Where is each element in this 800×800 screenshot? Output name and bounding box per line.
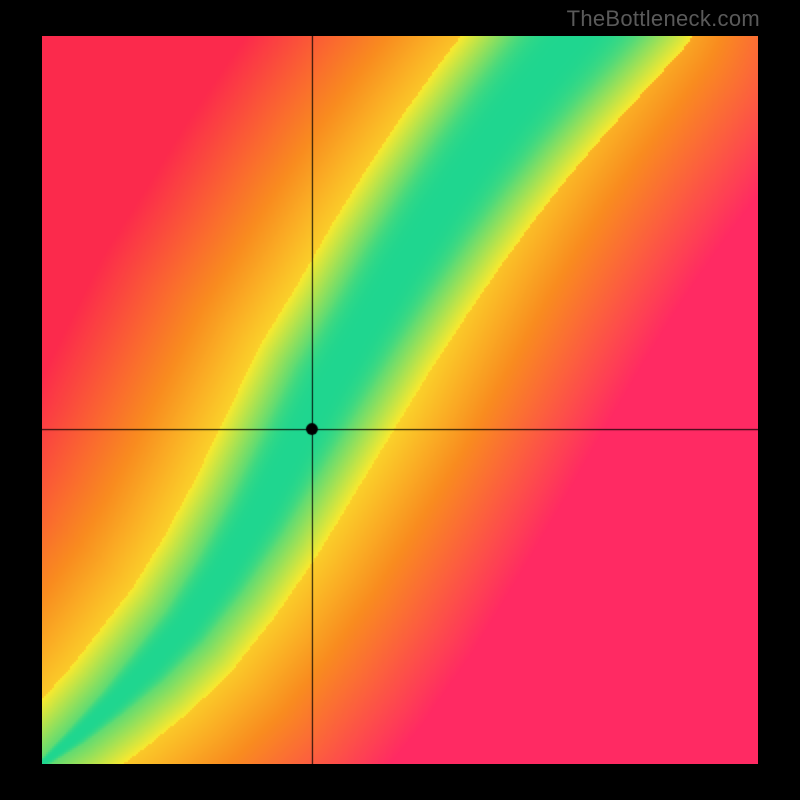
bottleneck-heatmap [42,36,758,764]
outer-frame: TheBottleneck.com [0,0,800,800]
watermark-text: TheBottleneck.com [567,6,760,32]
